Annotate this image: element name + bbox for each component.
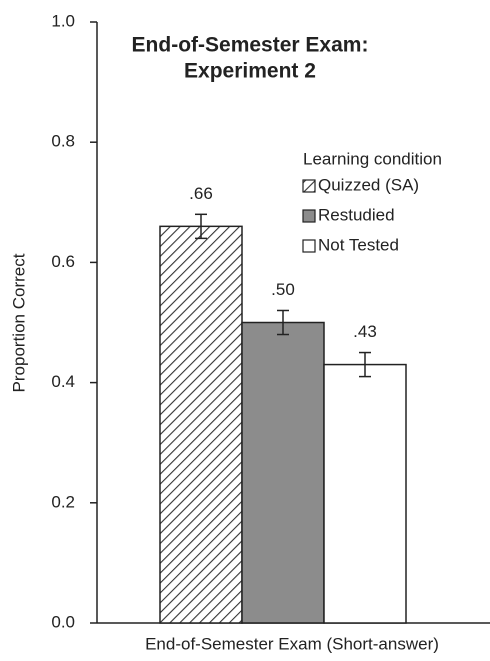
value-label: .66 xyxy=(189,184,213,203)
y-tick-label: 0.6 xyxy=(51,252,75,271)
legend-swatch xyxy=(302,209,316,223)
bar xyxy=(323,363,407,624)
legend-label: Quizzed (SA) xyxy=(318,175,419,194)
y-tick-label: 0.0 xyxy=(51,612,75,631)
bar xyxy=(241,321,325,624)
legend-label: Restudied xyxy=(318,205,395,224)
bar xyxy=(159,225,243,624)
legend-swatch xyxy=(302,239,316,253)
y-tick-label: 1.0 xyxy=(51,11,75,30)
chart-title: End-of-Semester Exam: xyxy=(132,34,369,57)
legend-label: Not Tested xyxy=(318,235,399,254)
error-bar xyxy=(277,309,289,336)
x-axis-label: End-of-Semester Exam (Short-answer) xyxy=(145,634,439,653)
y-axis-label: Proportion Correct xyxy=(9,253,28,392)
error-bar xyxy=(195,213,207,240)
error-bar xyxy=(359,351,371,378)
y-tick-label: 0.4 xyxy=(51,372,75,391)
value-label: .43 xyxy=(353,322,377,341)
legend-swatch xyxy=(302,179,316,193)
value-label: .50 xyxy=(271,280,295,299)
legend-title: Learning condition xyxy=(303,149,442,168)
y-tick-label: 0.8 xyxy=(51,132,75,151)
y-tick-label: 0.2 xyxy=(51,492,75,511)
chart-title: Experiment 2 xyxy=(184,60,316,83)
